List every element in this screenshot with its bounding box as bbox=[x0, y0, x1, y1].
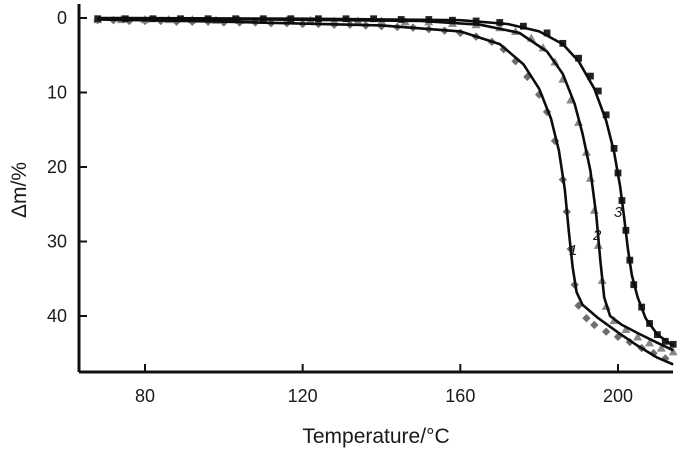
data-point-s1 bbox=[574, 301, 583, 310]
y-tick-label: 0 bbox=[57, 8, 67, 28]
tick-layer: 80 120 160 200 0 10 20 30 40 bbox=[47, 8, 633, 406]
axis-layer bbox=[77, 4, 673, 374]
data-point-s3 bbox=[520, 22, 527, 30]
data-point-s1 bbox=[601, 327, 611, 336]
x-tick-label: 160 bbox=[445, 386, 475, 406]
data-point-s1 bbox=[590, 320, 599, 330]
data-point-s2 bbox=[656, 343, 666, 352]
data-point-s2 bbox=[668, 347, 677, 356]
fit-curve-1 bbox=[97, 18, 674, 366]
data-point-s2 bbox=[645, 338, 655, 347]
y-tick-label: 40 bbox=[47, 306, 67, 326]
fit-curve-2 bbox=[97, 17, 674, 352]
data-point-s1 bbox=[511, 57, 520, 66]
data-point-s3 bbox=[587, 72, 594, 80]
data-point-s1 bbox=[625, 337, 635, 347]
x-axis-label: Temperature/°C bbox=[302, 425, 449, 448]
y-tick-label: 20 bbox=[47, 157, 67, 177]
data-point-s2 bbox=[621, 324, 631, 334]
x-tick-label: 200 bbox=[603, 386, 633, 406]
data-layer bbox=[93, 14, 677, 366]
data-point-s1 bbox=[661, 354, 670, 363]
data-point-s3 bbox=[543, 29, 551, 37]
y-axis-label: Δm/% bbox=[8, 162, 31, 218]
data-point-s3 bbox=[594, 87, 602, 95]
y-tick-label: 10 bbox=[47, 83, 67, 103]
data-point-s3 bbox=[602, 111, 610, 119]
data-point-s2 bbox=[633, 332, 643, 341]
curve-label-layer: 1 2 3 bbox=[569, 204, 623, 259]
curve-label-3: 3 bbox=[614, 204, 623, 221]
x-tick-label: 80 bbox=[135, 386, 155, 406]
data-point-s1 bbox=[582, 314, 591, 323]
data-point-s3 bbox=[575, 54, 582, 62]
y-tick-label: 30 bbox=[47, 232, 67, 252]
curve-label-2: 2 bbox=[592, 227, 602, 244]
fit-curve-3 bbox=[97, 16, 674, 347]
x-tick-label: 120 bbox=[288, 386, 318, 406]
curve-label-1: 1 bbox=[569, 242, 577, 259]
